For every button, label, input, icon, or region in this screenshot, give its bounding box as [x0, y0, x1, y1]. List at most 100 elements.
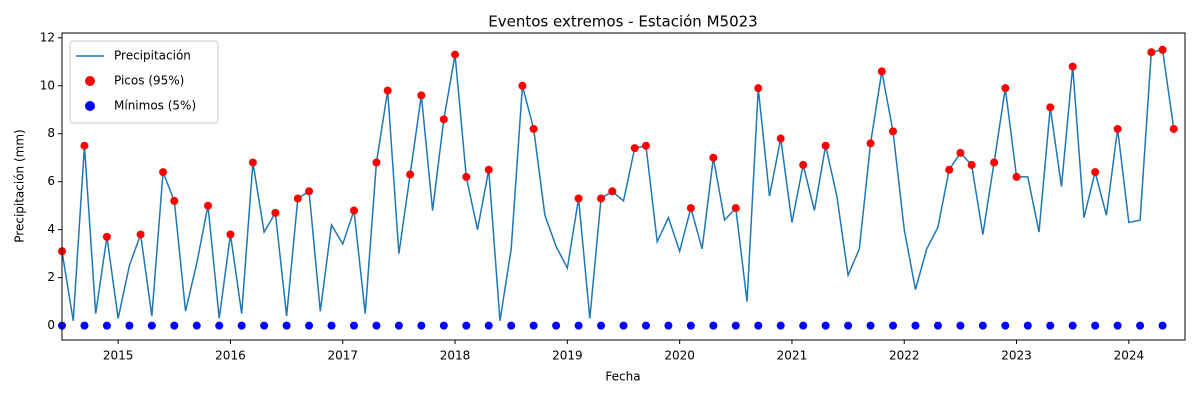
scatter-point — [1169, 124, 1178, 133]
scatter-point — [1113, 124, 1122, 133]
scatter-point — [170, 196, 179, 205]
scatter-point — [1068, 321, 1077, 330]
y-tick-label: 4 — [47, 222, 55, 236]
scatter-point — [1068, 62, 1077, 71]
legend-swatch — [85, 101, 95, 111]
scatter-point — [147, 321, 156, 330]
scatter-point — [821, 321, 830, 330]
scatter-point — [1136, 321, 1145, 330]
y-tick-label: 12 — [40, 30, 55, 44]
scatter-point — [462, 172, 471, 181]
x-tick-label: 2018 — [440, 349, 471, 363]
chart-title: Eventos extremos - Estación M5023 — [488, 13, 757, 31]
scatter-point — [439, 115, 448, 124]
scatter-point — [203, 201, 212, 210]
scatter-point — [451, 50, 460, 59]
scatter-point — [821, 141, 830, 150]
scatter-point — [102, 321, 111, 330]
scatter-point — [686, 321, 695, 330]
scatter-point — [1012, 172, 1021, 181]
x-tick-label: 2022 — [889, 349, 920, 363]
scatter-point — [192, 321, 201, 330]
scatter-point — [911, 321, 920, 330]
x-tick-label: 2016 — [215, 349, 246, 363]
scatter-point — [709, 321, 718, 330]
scatter-point — [1023, 321, 1032, 330]
scatter-point — [484, 165, 493, 174]
x-tick-label: 2019 — [552, 349, 583, 363]
scatter-point — [630, 144, 639, 153]
scatter-point — [462, 321, 471, 330]
scatter-point — [417, 321, 426, 330]
x-tick-label: 2024 — [1114, 349, 1145, 363]
scatter-point — [866, 321, 875, 330]
legend-label: Picos (95%) — [114, 74, 184, 88]
scatter-point — [80, 141, 89, 150]
scatter-point — [1158, 321, 1167, 330]
scatter-point — [709, 153, 718, 162]
scatter-point — [170, 321, 179, 330]
scatter-point — [844, 321, 853, 330]
scatter-point — [349, 206, 358, 215]
x-tick-label: 2020 — [664, 349, 695, 363]
scatter-point — [889, 321, 898, 330]
scatter-point — [799, 321, 808, 330]
scatter-point — [1046, 321, 1055, 330]
scatter-point — [406, 170, 415, 179]
y-axis-label: Precipitación (mm) — [13, 129, 27, 242]
scatter-point — [866, 139, 875, 148]
scatter-point — [305, 321, 314, 330]
scatter-point — [529, 124, 538, 133]
scatter-point — [260, 321, 269, 330]
scatter-point — [305, 187, 314, 196]
scatter-point — [383, 86, 392, 95]
scatter-point — [80, 321, 89, 330]
scatter-point — [226, 230, 235, 239]
scatter-point — [754, 84, 763, 93]
scatter-point — [518, 81, 527, 90]
scatter-point — [215, 321, 224, 330]
scatter-point — [574, 194, 583, 203]
scatter-point — [248, 158, 257, 167]
scatter-point — [271, 208, 280, 217]
scatter-point — [597, 321, 606, 330]
y-tick-label: 2 — [47, 270, 55, 284]
scatter-point — [619, 321, 628, 330]
x-tick-label: 2021 — [777, 349, 808, 363]
scatter-point — [1147, 48, 1156, 57]
scatter-point — [102, 232, 111, 241]
legend-swatch — [85, 76, 95, 86]
scatter-point — [956, 148, 965, 157]
legend-box — [69, 40, 219, 124]
scatter-point — [686, 204, 695, 213]
scatter-point — [731, 204, 740, 213]
scatter-point — [978, 321, 987, 330]
scatter-point — [574, 321, 583, 330]
plot-frame — [61, 32, 1186, 341]
x-tick-label: 2015 — [103, 349, 134, 363]
scatter-point — [945, 165, 954, 174]
scatter-point — [327, 321, 336, 330]
scatter-point — [877, 67, 886, 76]
scatter-point — [754, 321, 763, 330]
scatter-point — [529, 321, 538, 330]
x-tick-label: 2023 — [1001, 349, 1032, 363]
scatter-point — [394, 321, 403, 330]
x-tick-label: 2017 — [327, 349, 358, 363]
scatter-point — [1091, 321, 1100, 330]
y-tick-label: 0 — [47, 318, 55, 332]
y-tick-label: 6 — [47, 174, 55, 188]
scatter-point — [282, 321, 291, 330]
scatter-point — [372, 321, 381, 330]
scatter-point — [372, 158, 381, 167]
scatter-point — [664, 321, 673, 330]
scatter-point — [349, 321, 358, 330]
scatter-point — [776, 321, 785, 330]
scatter-point — [1046, 103, 1055, 112]
scatter-point — [967, 160, 976, 169]
scatter-point — [597, 194, 606, 203]
scatter-point — [507, 321, 516, 330]
scatter-point — [417, 91, 426, 100]
scatter-point — [552, 321, 561, 330]
precip-line — [61, 48, 1175, 321]
